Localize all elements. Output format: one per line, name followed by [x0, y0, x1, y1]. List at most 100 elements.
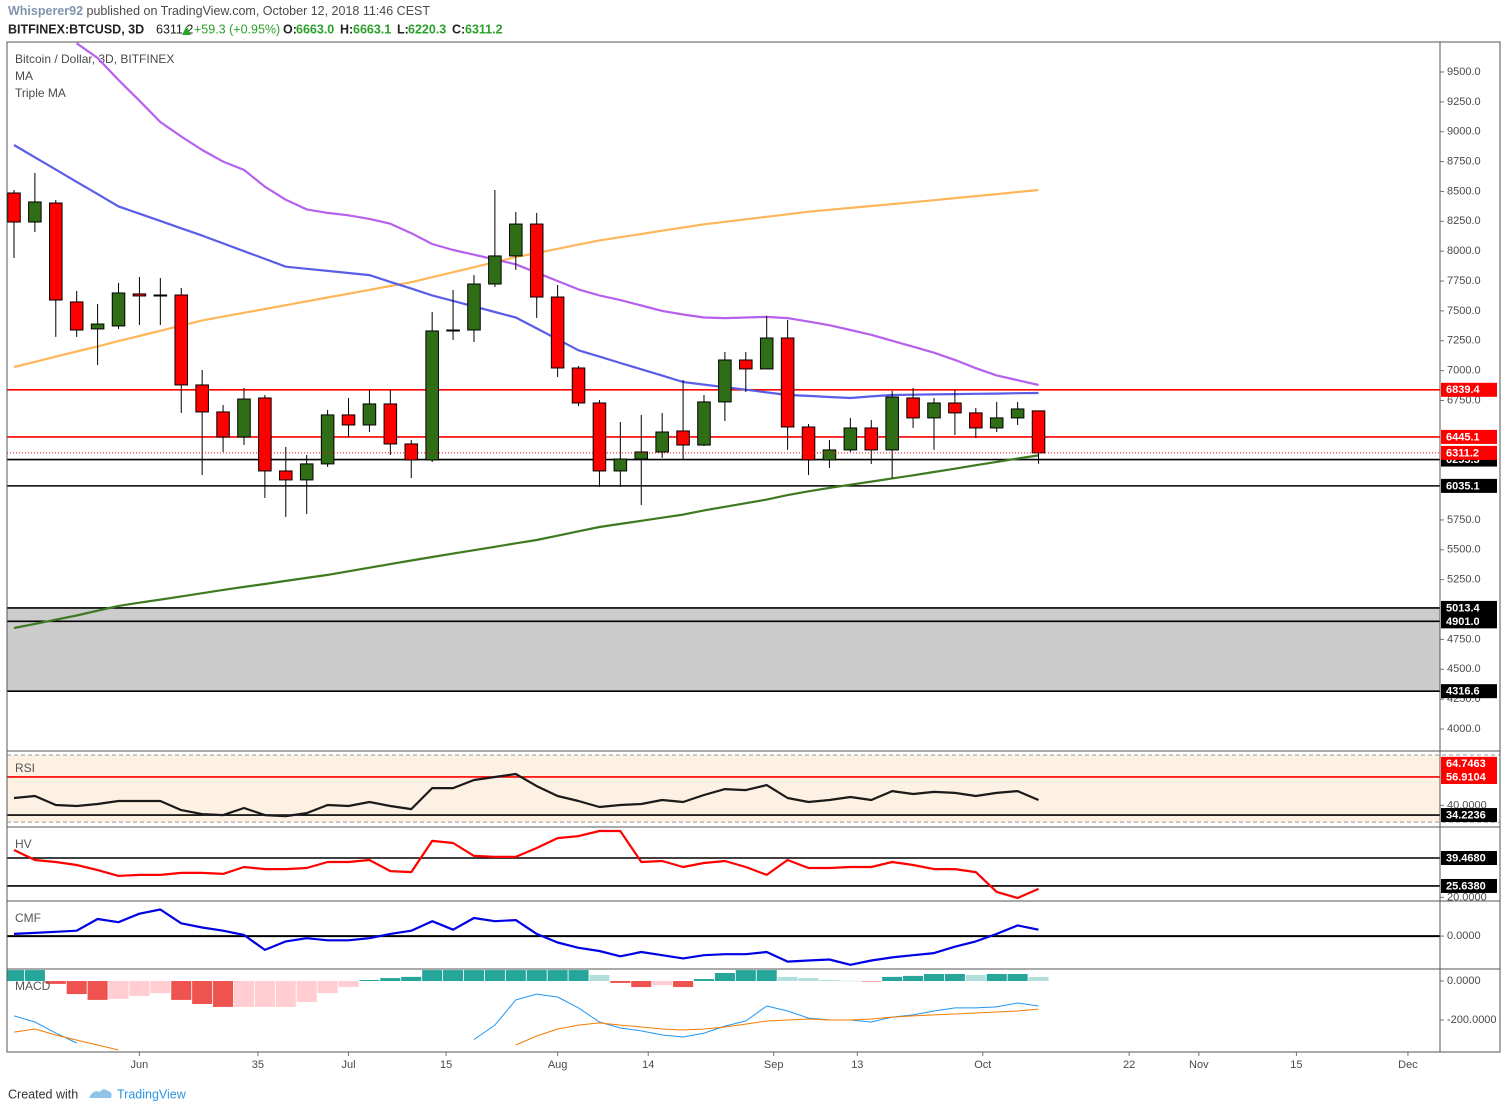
y-tick-label: 9250.0 — [1447, 96, 1481, 108]
y-tick-label: 9000.0 — [1447, 126, 1481, 138]
candle-body — [759, 337, 774, 370]
tv-logo — [89, 1089, 112, 1098]
candle-body — [1031, 410, 1046, 454]
histogram-bar — [777, 976, 798, 982]
level-box — [1441, 878, 1497, 893]
histogram-bar — [1007, 973, 1028, 982]
histogram-bar — [7, 970, 25, 982]
zone — [7, 607, 1440, 692]
x-tick-label: 13 — [851, 1059, 863, 1071]
series-line — [76, 42, 1039, 387]
histogram-bar — [233, 981, 255, 1007]
candle-body — [927, 402, 941, 419]
candle-body — [697, 401, 711, 446]
level-label: 6035.1 — [1446, 480, 1480, 492]
candle-body — [529, 223, 544, 298]
candle-body — [1010, 408, 1025, 419]
author: Whisperer92 — [8, 4, 83, 18]
histogram-bar — [673, 981, 694, 988]
candle-body — [425, 330, 439, 461]
candle-body — [676, 430, 690, 446]
y-tick-label: 4500.0 — [1447, 663, 1481, 675]
x-tick-label: Aug — [548, 1059, 568, 1071]
candle-body — [864, 427, 879, 451]
histogram-bar — [631, 981, 652, 988]
y-tick-label: 4000.0 — [1447, 723, 1481, 735]
histogram-bar — [798, 978, 819, 982]
histogram-bar — [401, 976, 422, 982]
legend-title: Bitcoin / Dollar, 3D, BITFINEX — [15, 52, 174, 66]
histogram-bar — [213, 981, 234, 1007]
x-tick-label: 35 — [252, 1059, 264, 1071]
x-tick-label: Oct — [974, 1059, 991, 1071]
last-price-box — [1441, 445, 1497, 460]
axis-labels: 9500.0 9250.0 9000.0 8750.0 8500.0 8250.0 8000… — [1441, 66, 1497, 1026]
symbol: BITFINEX:BTCUSD, 3D — [8, 22, 144, 36]
histogram-bar — [756, 970, 777, 982]
level-box — [1441, 808, 1497, 823]
x-tick-label: Jun — [131, 1059, 149, 1071]
level-label: 6839.4 — [1446, 384, 1481, 396]
ohlc-label: C: — [452, 22, 465, 36]
candle-body — [195, 384, 209, 413]
x-tick-label: Jul — [341, 1059, 355, 1071]
candle-body — [28, 201, 42, 223]
frame — [6, 41, 1501, 1053]
histogram-bar — [547, 970, 568, 982]
panel-title: CMF — [15, 911, 41, 925]
histogram-bar — [861, 981, 882, 982]
level-box — [1441, 600, 1497, 615]
candle-body — [655, 431, 669, 453]
histogram-bar — [150, 981, 171, 994]
histogram-bar — [66, 981, 87, 995]
y-tick-label: 0.0000 — [1447, 930, 1481, 942]
panel — [7, 42, 1440, 692]
histogram-bar — [1028, 976, 1049, 982]
ohlc-label: H: — [340, 22, 353, 36]
legend-indicator: Triple MA — [15, 86, 66, 100]
level-label: 6445.1 — [1446, 431, 1480, 443]
candle-body — [111, 292, 126, 327]
series-line — [13, 829, 1039, 900]
x-tick-label: 14 — [642, 1059, 654, 1071]
y-tick-label: 8500.0 — [1447, 185, 1481, 197]
candle-body — [843, 427, 858, 451]
y-tick-label: 5750.0 — [1447, 514, 1481, 526]
panel — [7, 755, 1440, 823]
series-line — [13, 908, 1039, 966]
y-tick-label: 7000.0 — [1447, 365, 1481, 377]
y-tick-label: 7750.0 — [1447, 275, 1481, 287]
histogram-bar — [735, 970, 756, 982]
candle-body — [132, 293, 147, 297]
y-tick-label: 9500.0 — [1447, 66, 1481, 78]
ohlc-label: O: — [283, 22, 297, 36]
series-line — [13, 454, 1039, 630]
candle-body — [153, 294, 168, 297]
histogram-bar — [505, 970, 526, 982]
candle-body — [69, 301, 84, 331]
x-tick-label: 15 — [1290, 1059, 1302, 1071]
histogram-bar — [45, 981, 66, 984]
panel — [7, 908, 1440, 966]
candle-body — [550, 296, 565, 369]
candle-body — [279, 470, 293, 481]
histogram-bar — [944, 973, 965, 982]
histogram-bar — [965, 974, 986, 982]
legend-indicator: MA — [15, 69, 33, 83]
candle-body — [969, 412, 983, 429]
candle-body — [739, 359, 753, 370]
candle-body — [488, 255, 502, 285]
histogram-bar — [610, 981, 631, 983]
series-line — [13, 144, 1039, 400]
histogram-bar — [463, 970, 485, 982]
candle-body — [906, 397, 920, 419]
candle-body — [258, 397, 272, 472]
x-tick-label: Dec — [1398, 1059, 1418, 1071]
histogram-bar — [443, 970, 464, 982]
histogram-bar — [338, 981, 359, 988]
x-tick-label: 15 — [440, 1059, 452, 1071]
candle-body — [90, 323, 105, 330]
histogram-bar — [923, 973, 945, 982]
